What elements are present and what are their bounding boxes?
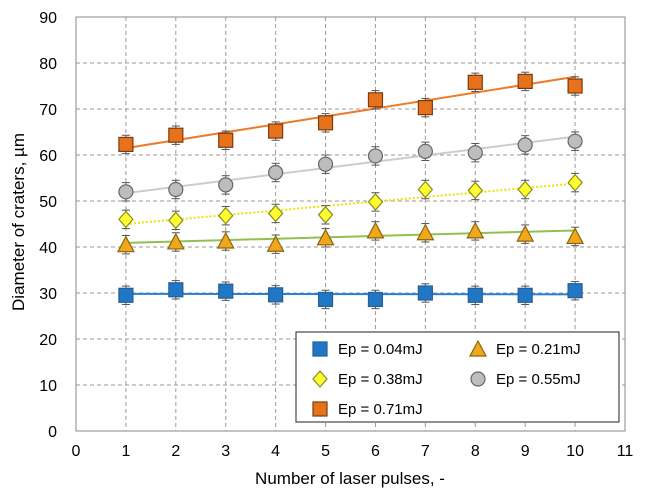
trend-line [125, 229, 576, 244]
data-point [266, 234, 285, 252]
data-point [367, 148, 384, 164]
y-tick-label: 60 [39, 148, 57, 165]
data-point [218, 283, 234, 299]
data-points [116, 73, 585, 308]
data-point [118, 287, 134, 303]
legend-label: Ep = 0.21mJ [496, 341, 581, 358]
x-tick-label: 10 [566, 443, 584, 460]
legend-marker [312, 370, 328, 388]
trend-line [125, 182, 576, 225]
y-axis-title: Diameter of craters, µm [9, 133, 28, 311]
data-point [316, 228, 335, 246]
legend-box [295, 331, 620, 423]
data-point [168, 127, 184, 143]
data-point [218, 177, 234, 193]
data-point [366, 221, 385, 239]
data-point [416, 223, 435, 241]
data-point [118, 210, 134, 229]
x-tick-label: 4 [271, 443, 280, 460]
data-point [168, 181, 184, 198]
data-point [317, 156, 334, 172]
data-point [317, 115, 334, 131]
data-point [467, 145, 483, 161]
legend-label: Ep = 0.04mJ [338, 341, 423, 358]
y-tick-label: 40 [39, 240, 57, 257]
legend-label: Ep = 0.55mJ [496, 371, 581, 388]
data-point [268, 123, 284, 139]
x-tick-label: 3 [221, 443, 230, 460]
x-tick-label: 9 [521, 443, 530, 460]
data-point [268, 164, 284, 181]
legend-marker [470, 371, 486, 387]
data-point [268, 287, 284, 303]
data-point [567, 78, 583, 94]
x-tick-label: 2 [171, 443, 180, 460]
legend: Ep = 0.04mJ Ep = 0.21mJ Ep = 0.38mJ Ep = 0.… [295, 331, 620, 423]
data-point [466, 221, 485, 239]
data-point [217, 206, 234, 225]
data-point [467, 287, 483, 303]
data-point [567, 133, 583, 149]
y-tick-label: 10 [39, 378, 57, 395]
data-point [216, 231, 235, 249]
plot-frame [75, 16, 626, 432]
trend-lines [125, 75, 576, 296]
data-point [567, 283, 583, 299]
data-point [218, 132, 234, 148]
data-point [417, 180, 434, 199]
data-point [367, 291, 384, 308]
data-point [417, 143, 433, 159]
x-tick-label: 1 [121, 443, 130, 460]
legend-label: Ep = 0.38mJ [338, 371, 423, 388]
data-point [168, 282, 184, 298]
data-point [517, 137, 533, 153]
legend-marker [469, 339, 487, 357]
data-point [517, 73, 533, 90]
data-point [267, 204, 284, 223]
x-tick-label: 11 [617, 443, 634, 460]
trend-line [125, 135, 576, 195]
data-point [566, 227, 585, 245]
y-tick-label: 80 [39, 56, 57, 73]
data-point [417, 285, 433, 301]
x-tick-label: 7 [421, 443, 430, 460]
data-point [467, 181, 484, 200]
x-tick-labels: 0 1 2 3 4 5 6 7 8 9 10 11 [72, 443, 634, 460]
data-point [417, 100, 433, 116]
trend-line [125, 75, 576, 150]
y-tick-label: 30 [39, 286, 57, 303]
data-point [317, 291, 334, 308]
data-point [517, 180, 533, 199]
data-point [317, 205, 334, 224]
data-point [567, 173, 583, 192]
y-tick-label: 0 [48, 424, 57, 441]
data-point [116, 235, 135, 253]
data-point [367, 193, 384, 211]
data-point [516, 224, 535, 242]
x-axis-title: Number of laser pulses, - [255, 469, 445, 488]
x-tick-label: 0 [72, 443, 81, 460]
y-tick-label: 20 [39, 332, 57, 349]
legend-marker [312, 401, 328, 417]
y-tick-label: 70 [39, 102, 57, 119]
data-point [168, 211, 184, 230]
data-point [467, 74, 483, 90]
x-tick-label: 6 [371, 443, 380, 460]
data-point [166, 232, 185, 250]
data-point [118, 184, 134, 200]
data-point [517, 287, 533, 303]
y-tick-labels: 0 10 20 30 40 50 60 70 80 90 [39, 10, 57, 441]
y-tick-label: 50 [39, 194, 57, 211]
y-tick-label: 90 [39, 10, 57, 27]
x-tick-label: 8 [471, 443, 480, 460]
legend-marker [312, 341, 328, 357]
x-tick-label: 5 [321, 443, 330, 460]
data-point [118, 136, 134, 153]
data-point [367, 92, 384, 108]
legend-label: Ep = 0.71mJ [338, 401, 423, 418]
